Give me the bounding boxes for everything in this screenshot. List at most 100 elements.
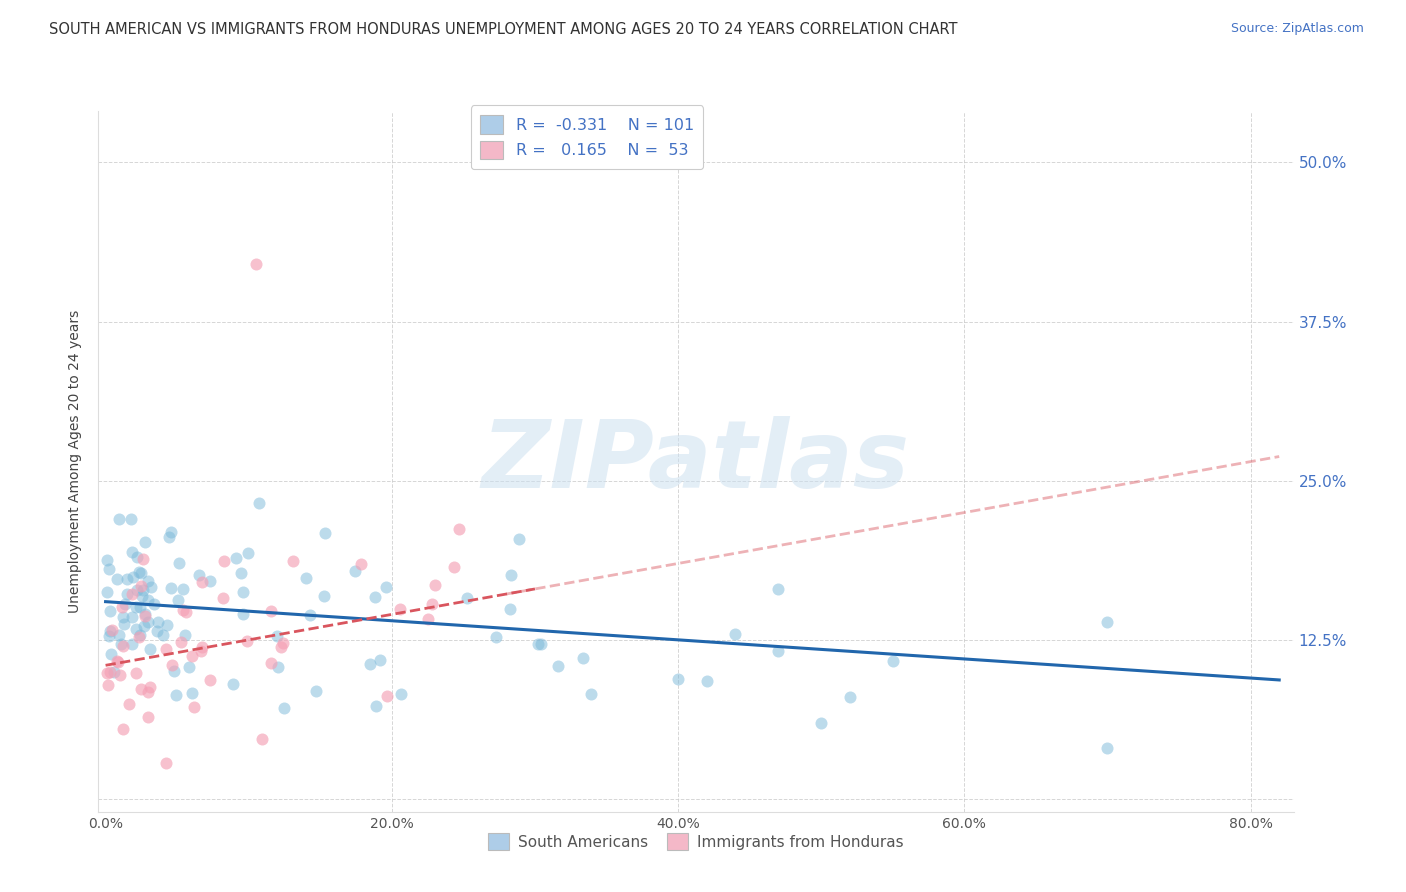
Point [198, 574, 221, 589]
Point [129, 599, 152, 614]
Point [136, 574, 159, 588]
Point [115, 587, 138, 601]
Point [165, 688, 187, 702]
Point [120, 512, 142, 526]
Text: ZIPatlas: ZIPatlas [482, 416, 910, 508]
Point [882, 653, 904, 667]
Point [157, 530, 180, 544]
Point [267, 660, 290, 674]
Point [105, 572, 128, 586]
Point [191, 575, 214, 590]
Point [200, 673, 222, 688]
Point [260, 604, 283, 618]
Point [134, 607, 156, 621]
Point [183, 699, 205, 714]
Point [131, 590, 153, 604]
Point [129, 579, 152, 593]
Point [423, 578, 446, 592]
Point [375, 689, 398, 703]
Point [238, 546, 260, 560]
Point [112, 723, 135, 737]
Point [1097, 615, 1119, 629]
Text: SOUTH AMERICAN VS IMMIGRANTS FROM HONDURAS UNEMPLOYMENT AMONG AGES 20 TO 24 YEAR: SOUTH AMERICAN VS IMMIGRANTS FROM HONDUR… [49, 22, 957, 37]
Point [121, 637, 143, 651]
Point [98, 604, 121, 618]
Point [156, 617, 179, 632]
Point [114, 597, 136, 611]
Point [374, 580, 396, 594]
Point [112, 616, 135, 631]
Point [101, 623, 124, 637]
Point [530, 637, 553, 651]
Point [172, 603, 194, 617]
Point [96, 665, 118, 680]
Point [121, 586, 143, 600]
Point [136, 615, 159, 629]
Point [225, 550, 247, 565]
Point [443, 560, 465, 574]
Point [245, 257, 267, 271]
Point [127, 582, 149, 597]
Point [110, 668, 132, 682]
Point [98, 562, 121, 576]
Point [129, 682, 152, 697]
Point [368, 653, 391, 667]
Point [97, 629, 120, 643]
Point [159, 524, 181, 539]
Point [121, 610, 143, 624]
Point [191, 640, 214, 654]
Point [547, 658, 569, 673]
Point [107, 654, 129, 668]
Point [160, 581, 183, 595]
Point [98, 624, 121, 638]
Point [501, 568, 523, 582]
Point [125, 665, 148, 680]
Point [232, 607, 254, 622]
Point [96, 552, 118, 566]
Point [724, 627, 747, 641]
Point [163, 664, 186, 678]
Point [128, 630, 150, 644]
Point [305, 684, 328, 698]
Point [449, 522, 471, 536]
Point [136, 710, 159, 724]
Point [179, 660, 201, 674]
Point [110, 599, 132, 614]
Point [103, 665, 125, 679]
Point [252, 731, 274, 746]
Point [121, 545, 143, 559]
Point [128, 565, 150, 579]
Point [107, 512, 129, 526]
Point [768, 582, 790, 596]
Point [139, 580, 162, 594]
Point [232, 585, 254, 599]
Point [125, 622, 148, 636]
Point [312, 589, 335, 603]
Point [212, 591, 235, 605]
Point [97, 678, 120, 692]
Point [125, 550, 148, 565]
Point [231, 566, 253, 580]
Point [666, 672, 689, 686]
Point [298, 607, 321, 622]
Point [107, 655, 129, 669]
Point [146, 615, 169, 629]
Point [1097, 741, 1119, 756]
Point [768, 644, 790, 658]
Point [136, 593, 159, 607]
Point [172, 582, 194, 597]
Point [98, 665, 121, 679]
Point [214, 553, 236, 567]
Point [388, 602, 411, 616]
Point [181, 649, 204, 664]
Point [100, 647, 122, 661]
Point [456, 591, 478, 605]
Point [359, 657, 381, 672]
Point [111, 639, 134, 653]
Point [136, 684, 159, 698]
Point [134, 534, 156, 549]
Point [160, 657, 183, 672]
Point [364, 699, 387, 714]
Point [132, 582, 155, 597]
Point [314, 526, 336, 541]
